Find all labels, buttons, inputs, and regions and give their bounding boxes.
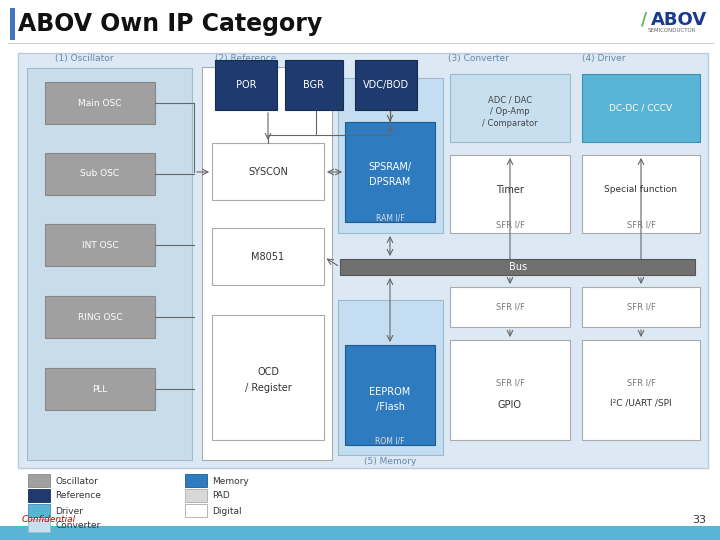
Bar xyxy=(355,60,417,110)
Text: SEMICONDUCTOR: SEMICONDUCTOR xyxy=(648,29,696,33)
Text: I²C /UART /SPI: I²C /UART /SPI xyxy=(610,399,672,408)
Text: SYSCON: SYSCON xyxy=(248,167,288,177)
Text: SPSRAM/: SPSRAM/ xyxy=(369,162,412,172)
Text: POR: POR xyxy=(235,80,256,90)
Text: / Op-Amp: / Op-Amp xyxy=(490,107,530,117)
Text: DC-DC / CCCV: DC-DC / CCCV xyxy=(609,104,672,112)
Text: PAD: PAD xyxy=(212,491,230,501)
Text: INT OSC: INT OSC xyxy=(81,240,118,249)
Text: Converter: Converter xyxy=(55,522,100,530)
Text: (5) Memory: (5) Memory xyxy=(364,456,416,465)
Text: RAM I/F: RAM I/F xyxy=(376,213,405,222)
Bar xyxy=(27,68,192,460)
Text: ABOV Own IP Category: ABOV Own IP Category xyxy=(18,12,323,36)
Text: Bus: Bus xyxy=(509,262,527,272)
Text: (3) Converter: (3) Converter xyxy=(448,53,509,63)
Text: /Flash: /Flash xyxy=(376,402,405,412)
Bar xyxy=(215,60,277,110)
Bar xyxy=(582,340,700,440)
Text: OCD: OCD xyxy=(257,367,279,377)
Text: Special function: Special function xyxy=(605,186,678,194)
Bar xyxy=(338,78,443,233)
Bar xyxy=(345,345,435,445)
Bar xyxy=(582,287,700,327)
Bar xyxy=(45,224,155,266)
Text: SFR I/F: SFR I/F xyxy=(495,379,524,388)
Bar xyxy=(10,8,15,40)
Bar xyxy=(185,504,207,517)
Text: Confidential: Confidential xyxy=(22,516,76,524)
Bar xyxy=(212,315,324,440)
Bar xyxy=(450,287,570,327)
Bar xyxy=(45,153,155,195)
Text: RING OSC: RING OSC xyxy=(78,313,122,321)
Bar xyxy=(185,474,207,487)
Bar xyxy=(582,155,700,233)
Text: M8051: M8051 xyxy=(251,252,284,262)
Bar xyxy=(28,474,50,487)
Text: Driver: Driver xyxy=(55,507,83,516)
Bar xyxy=(45,82,155,124)
Text: Main OSC: Main OSC xyxy=(78,98,122,107)
Text: VDC/BOD: VDC/BOD xyxy=(363,80,409,90)
Text: SFR I/F: SFR I/F xyxy=(495,302,524,312)
Bar xyxy=(345,122,435,222)
Bar xyxy=(582,74,700,142)
Text: (4) Driver: (4) Driver xyxy=(582,53,626,63)
Text: / Register: / Register xyxy=(245,383,292,393)
Text: /: / xyxy=(641,10,647,28)
Bar xyxy=(8,43,714,44)
Text: (1) Oscillator: (1) Oscillator xyxy=(55,53,114,63)
Bar xyxy=(45,368,155,410)
Bar xyxy=(185,489,207,502)
Bar xyxy=(18,53,708,468)
Text: GPIO: GPIO xyxy=(498,400,522,410)
Text: 33: 33 xyxy=(692,515,706,525)
Text: ABOV: ABOV xyxy=(651,11,707,29)
Text: SFR I/F: SFR I/F xyxy=(626,302,655,312)
Bar xyxy=(28,504,50,517)
Bar xyxy=(212,143,324,200)
Text: EEPROM: EEPROM xyxy=(369,387,410,397)
Text: ROM I/F: ROM I/F xyxy=(375,436,405,446)
Text: Timer: Timer xyxy=(496,185,524,195)
Text: BGR: BGR xyxy=(304,80,325,90)
Text: Digital: Digital xyxy=(212,507,242,516)
Text: SFR I/F: SFR I/F xyxy=(626,220,655,230)
Text: / Comparator: / Comparator xyxy=(482,119,538,129)
Text: DPSRAM: DPSRAM xyxy=(369,177,410,187)
Text: Memory: Memory xyxy=(212,476,248,485)
Bar xyxy=(212,228,324,285)
Bar xyxy=(285,60,343,110)
Bar xyxy=(0,526,720,540)
Bar xyxy=(340,259,695,275)
Text: (2) Reference: (2) Reference xyxy=(215,53,276,63)
Text: SFR I/F: SFR I/F xyxy=(495,220,524,230)
Bar xyxy=(338,300,443,455)
Bar xyxy=(202,67,332,460)
Bar xyxy=(450,340,570,440)
Bar xyxy=(450,74,570,142)
Text: Sub OSC: Sub OSC xyxy=(81,170,120,179)
Text: PLL: PLL xyxy=(92,384,108,394)
Text: ADC / DAC: ADC / DAC xyxy=(488,96,532,105)
Text: SFR I/F: SFR I/F xyxy=(626,379,655,388)
Text: Reference: Reference xyxy=(55,491,101,501)
Bar xyxy=(450,155,570,233)
Bar xyxy=(28,519,50,532)
Bar xyxy=(28,489,50,502)
Bar xyxy=(45,296,155,338)
Text: Oscillator: Oscillator xyxy=(55,476,98,485)
